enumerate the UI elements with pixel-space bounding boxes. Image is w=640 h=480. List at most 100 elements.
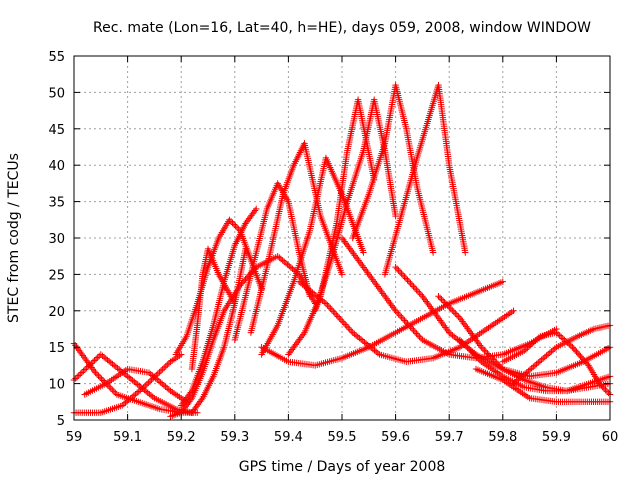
data-point (482, 348, 490, 356)
data-point (444, 302, 451, 309)
x-tick-label: 59.6 (381, 430, 410, 445)
data-point (338, 271, 346, 278)
data-point (231, 300, 238, 307)
data-point (198, 396, 205, 403)
data-point (91, 357, 98, 364)
x-tick-label: 59.8 (488, 430, 517, 445)
data-point (250, 208, 258, 216)
data-point (243, 218, 250, 226)
data-point (226, 216, 233, 223)
data-point (510, 307, 517, 314)
y-tick-label: 50 (48, 86, 65, 101)
data-point (449, 307, 456, 314)
data-point (229, 219, 236, 227)
data-point (83, 364, 90, 372)
data-point (456, 336, 464, 344)
y-tick-labels: 5 10 15 20 25 30 35 40 45 50 55 (48, 50, 65, 429)
data-point (411, 284, 419, 292)
data-point (461, 341, 468, 348)
data-point (452, 310, 459, 317)
data-point (181, 397, 188, 404)
data-point (473, 353, 480, 361)
data-point (578, 354, 586, 362)
data-point (345, 324, 352, 331)
data-point (348, 327, 355, 335)
data-point (405, 322, 413, 329)
x-tick-label: 59.2 (167, 430, 196, 445)
data-point (245, 215, 253, 222)
data-point (439, 297, 447, 305)
data-point (407, 323, 414, 331)
data-point (86, 361, 93, 369)
x-axis-label: GPS time / Days of year 2008 (239, 459, 446, 475)
data-point (164, 361, 171, 368)
data-point (179, 400, 186, 408)
data-point (360, 249, 367, 256)
data-point (340, 319, 347, 327)
data-point (73, 373, 81, 381)
data-point (331, 310, 339, 317)
data-point (570, 345, 578, 352)
series-arc-22 (456, 336, 614, 395)
data-point (478, 344, 485, 351)
data-point (491, 358, 499, 365)
data-point (413, 330, 420, 337)
data-point (436, 294, 444, 301)
data-point (442, 300, 450, 308)
series-arc-08 (188, 245, 249, 416)
data-point (581, 357, 588, 365)
data-point (187, 389, 194, 396)
x-tick-label: 59.7 (435, 430, 464, 445)
data-point (183, 394, 191, 401)
data-point (95, 372, 102, 379)
x-tick-label: 59.4 (274, 430, 303, 445)
data-point (484, 350, 491, 357)
data-point (556, 332, 563, 339)
data-point (479, 345, 487, 352)
data-point (399, 272, 407, 279)
data-point (251, 207, 259, 214)
data-point (470, 350, 477, 358)
series-arc-21 (435, 293, 614, 395)
data-point (242, 245, 249, 253)
data-point (603, 388, 611, 395)
data-point (524, 344, 531, 352)
data-point (162, 363, 169, 370)
data-point (233, 224, 241, 231)
data-point (559, 335, 567, 342)
series-arc-03 (70, 351, 185, 416)
data-point (330, 308, 337, 315)
data-point (94, 354, 101, 361)
data-point (192, 404, 199, 412)
data-point (414, 331, 422, 339)
data-point (441, 299, 448, 306)
data-point (404, 276, 411, 284)
data-point (405, 278, 413, 285)
data-point (575, 351, 583, 358)
data-point (154, 370, 162, 377)
data-point (602, 386, 609, 394)
data-point (247, 213, 254, 221)
data-point (89, 358, 97, 366)
data-point (396, 268, 404, 276)
data-point (336, 314, 343, 322)
y-tick-label: 15 (48, 341, 65, 356)
data-point (185, 392, 192, 399)
data-point (398, 314, 405, 321)
data-point (157, 367, 165, 374)
data-point (328, 306, 336, 314)
data-point (395, 310, 402, 318)
data-point (339, 318, 346, 325)
data-point (92, 369, 99, 376)
data-point (185, 399, 192, 407)
data-point (533, 335, 541, 343)
data-point (495, 361, 502, 368)
data-point (398, 270, 405, 277)
data-point (392, 263, 399, 271)
data-point (106, 383, 113, 390)
data-point (450, 308, 457, 316)
data-point (227, 218, 235, 225)
data-point (182, 395, 190, 403)
data-point (498, 364, 505, 371)
data-point (142, 382, 149, 389)
